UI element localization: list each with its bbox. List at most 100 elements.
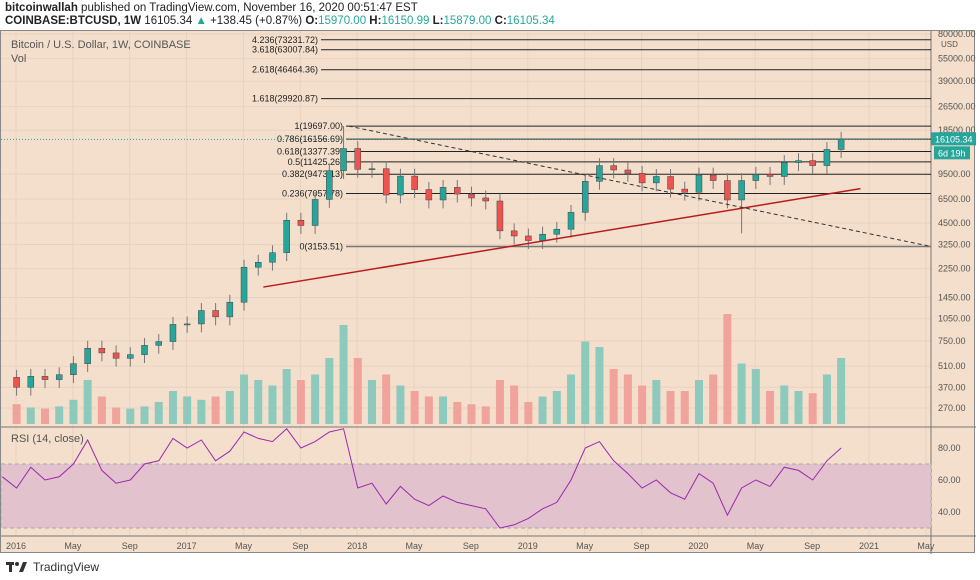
- candle: [781, 162, 788, 177]
- candle: [382, 168, 390, 196]
- candle: [226, 301, 234, 318]
- chart-frame[interactable]: 2016 May Sep 2017 May Sep 2018 May Sep 2019 May Sep…: [0, 30, 976, 554]
- candle: [539, 233, 546, 241]
- y-tick-label: 370.00: [938, 382, 966, 392]
- y-tick-label: 55000.00: [938, 54, 976, 64]
- footer: TradingView: [6, 560, 99, 574]
- support-trendline: [263, 187, 861, 288]
- up-arrow-icon: ▲: [195, 15, 207, 27]
- candle: [198, 310, 205, 325]
- volume-bar: [197, 399, 206, 424]
- fib-level-label: 0.618(13377.39): [277, 147, 343, 157]
- rsi-band: [1, 463, 932, 529]
- x-tick-label: 2021: [859, 541, 879, 551]
- tradingview-logo-icon: [6, 562, 27, 572]
- volume-bar: [538, 396, 547, 424]
- candle: [297, 219, 305, 226]
- candle: [553, 228, 561, 235]
- author[interactable]: bitcoinwallah: [5, 2, 78, 14]
- volume-bar: [510, 385, 519, 424]
- candle: [823, 149, 831, 166]
- close-label: C:: [494, 15, 507, 27]
- x-tick-label: Sep: [122, 541, 138, 551]
- volume-bar: [794, 391, 803, 424]
- high-value: 16150.99: [381, 15, 430, 27]
- candle: [653, 176, 660, 184]
- volume-bar: [666, 391, 675, 424]
- candle: [795, 160, 802, 163]
- x-tick-label: May: [64, 541, 82, 551]
- y-tick-label: 2250.00: [938, 264, 971, 274]
- volume-bar: [737, 363, 746, 424]
- currency-label: USD: [941, 40, 958, 49]
- fib-level-label: 0.382(9473.13): [282, 169, 343, 179]
- candle: [255, 262, 262, 268]
- volume-legend: Vol: [11, 53, 27, 65]
- y-tick-label: 750.00: [938, 336, 966, 346]
- fib-level-label: 0.5(11425.26): [288, 157, 343, 167]
- candle: [155, 341, 162, 346]
- y-tick-label: 4500.00: [938, 218, 971, 228]
- y-tick-label: 1050.00: [938, 314, 971, 324]
- y-tick-label: 80000.00: [938, 31, 976, 39]
- fib-level-label: 2.618(46464.36): [252, 65, 318, 75]
- y-tick-label: 39000.00: [938, 76, 976, 86]
- volume-bar: [623, 374, 632, 424]
- candle: [809, 160, 816, 166]
- candle: [27, 376, 35, 388]
- volume-bar: [439, 396, 448, 424]
- fib-level-label: 4.236(73231.72): [252, 35, 318, 45]
- y-tick-label: 9500.00: [938, 169, 971, 179]
- candle: [681, 188, 689, 193]
- candle: [738, 180, 745, 201]
- fib-level-label: 1.618(29920.87): [252, 94, 318, 104]
- last-price: 16105.34: [144, 15, 193, 27]
- volume-bar: [424, 396, 433, 424]
- candle: [496, 200, 504, 232]
- low-value: 15879.00: [443, 15, 492, 27]
- candle: [183, 323, 191, 326]
- last-price-tag: [931, 132, 976, 146]
- candle: [354, 148, 362, 170]
- high-label: H:: [369, 15, 382, 27]
- candle: [98, 348, 106, 354]
- volume-bar: [595, 347, 604, 424]
- symbol: COINBASE:BTCUSD, 1W: [5, 15, 142, 27]
- y-tick-label: 1450.00: [938, 293, 971, 303]
- candle: [752, 174, 760, 181]
- candle: [84, 348, 91, 364]
- volume-bar: [822, 374, 831, 424]
- x-tick-label: 2020: [688, 541, 708, 551]
- low-label: L:: [432, 15, 444, 27]
- x-tick-label: May: [747, 541, 765, 551]
- volume-bar: [638, 385, 647, 424]
- volume-bar: [467, 404, 476, 424]
- candle: [311, 199, 319, 226]
- volume-bar: [382, 374, 391, 424]
- candle: [439, 187, 447, 201]
- volume-bar: [140, 406, 149, 424]
- rsi-tick-label: 60.00: [938, 475, 961, 485]
- volume-bar: [268, 385, 277, 424]
- y-tick-label: 18500.00: [938, 125, 976, 135]
- volume-bar: [83, 380, 92, 424]
- volume-bar: [12, 404, 21, 424]
- volume-bar: [240, 374, 249, 424]
- volume-bar: [396, 385, 405, 424]
- brand-name: TradingView: [33, 560, 100, 574]
- candle: [724, 180, 731, 201]
- candle: [596, 165, 603, 182]
- volume-bar: [282, 369, 291, 424]
- candle: [269, 252, 276, 263]
- candle: [240, 266, 248, 303]
- candle: [13, 377, 20, 388]
- volume-bar: [211, 396, 220, 424]
- volume-bar: [55, 406, 64, 424]
- publish-text: published on TradingView.com, November 1…: [81, 2, 418, 14]
- rsi-legend: RSI (14, close): [11, 433, 84, 445]
- volume-bar: [410, 391, 419, 424]
- open-value: 15970.00: [318, 15, 367, 27]
- candle: [141, 345, 148, 355]
- volume-bar: [183, 396, 192, 424]
- price-chart[interactable]: 2016 May Sep 2017 May Sep 2018 May Sep 2019 May Sep…: [1, 31, 976, 554]
